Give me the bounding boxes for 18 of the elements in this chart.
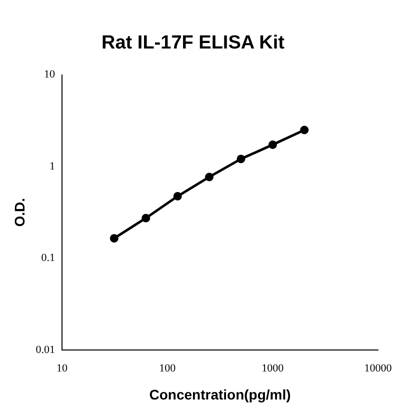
point: [268, 140, 277, 149]
point: [110, 234, 118, 243]
y-tick-label: 0.01: [36, 344, 56, 356]
y-tick-label: 10: [44, 68, 56, 81]
x-axis-title: Concentration(pg/ml): [149, 386, 291, 402]
x-tick-label: 100: [159, 362, 176, 374]
point: [205, 172, 214, 182]
point: [142, 214, 150, 222]
y-tick-label: 0.1: [41, 252, 56, 264]
x-tick-label: 10000: [364, 362, 392, 374]
point: [173, 192, 182, 201]
y-axis-title: O.D.: [11, 198, 28, 227]
x-tick-label: 10: [56, 362, 68, 374]
y-tick-label: 1: [50, 160, 56, 172]
point: [300, 126, 309, 134]
point: [236, 154, 246, 164]
x-tick-label: 1000: [262, 362, 284, 374]
chart-title: Rat IL-17F ELISA Kit: [102, 32, 286, 54]
